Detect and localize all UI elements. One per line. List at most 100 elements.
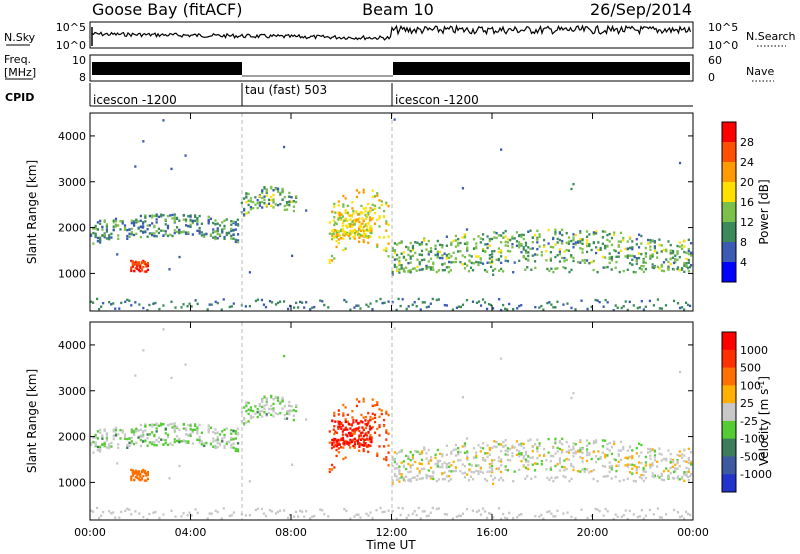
velocity-cell bbox=[393, 467, 396, 470]
velocity-cell bbox=[396, 467, 399, 470]
velocity-cell bbox=[509, 447, 512, 451]
velocity-cell bbox=[563, 459, 566, 462]
velocity-cell bbox=[520, 442, 523, 446]
velocity-cell bbox=[343, 507, 346, 511]
power-cell bbox=[570, 255, 573, 258]
power-cell bbox=[680, 267, 684, 270]
power-cell bbox=[418, 261, 421, 264]
power-cell bbox=[245, 192, 248, 195]
power-cell bbox=[656, 251, 659, 255]
velocity-cell bbox=[382, 457, 386, 461]
velocity-cell bbox=[393, 472, 396, 476]
velocity-cell bbox=[685, 466, 688, 470]
velocity-cell bbox=[678, 478, 681, 481]
power-cell bbox=[94, 224, 97, 228]
velocity-cell bbox=[248, 480, 251, 483]
power-cell bbox=[236, 233, 240, 236]
velocity-cell bbox=[221, 440, 224, 443]
power-ylabel: Slant Range [km] bbox=[25, 160, 39, 264]
power-cell bbox=[261, 206, 264, 209]
velocity-cell bbox=[132, 442, 136, 446]
velocity-cell bbox=[688, 513, 692, 517]
velocity-cell bbox=[368, 418, 372, 422]
velocity-cell bbox=[656, 465, 659, 468]
velocity-cell bbox=[489, 474, 493, 478]
power-cell bbox=[640, 268, 643, 271]
velocity-cell bbox=[689, 460, 693, 463]
power-cell bbox=[274, 187, 277, 191]
velocity-cell bbox=[669, 452, 672, 456]
power-cell bbox=[362, 225, 366, 229]
velocity-cell bbox=[565, 457, 568, 461]
power-cell bbox=[272, 198, 275, 201]
power-cell bbox=[369, 302, 372, 305]
power-cell bbox=[371, 208, 374, 212]
power-cell bbox=[662, 261, 666, 264]
velocity-cell bbox=[270, 407, 273, 411]
power-cell bbox=[490, 237, 494, 241]
velocity-cell bbox=[344, 406, 347, 409]
velocity-cell bbox=[579, 439, 582, 442]
velocity-cell bbox=[265, 397, 268, 400]
velocity-cell bbox=[364, 433, 367, 436]
power-cell bbox=[515, 231, 519, 234]
colorbar-tick-label: -100 bbox=[740, 433, 765, 446]
velocity-cell bbox=[137, 478, 140, 481]
velocity-cell bbox=[634, 480, 637, 483]
power-cell bbox=[175, 216, 179, 220]
velocity-cell bbox=[343, 441, 346, 444]
power-cell bbox=[536, 229, 539, 232]
velocity-cell bbox=[488, 446, 491, 450]
power-cell bbox=[483, 301, 487, 304]
power-cell bbox=[232, 302, 235, 305]
velocity-cell bbox=[527, 467, 530, 471]
velocity-cell bbox=[272, 407, 275, 410]
power-cell bbox=[198, 214, 201, 218]
velocity-cell bbox=[660, 478, 664, 481]
power-cell bbox=[500, 251, 503, 254]
velocity-cell bbox=[445, 465, 448, 468]
velocity-cell bbox=[459, 514, 463, 518]
velocity-cell bbox=[547, 437, 550, 441]
power-cell bbox=[332, 236, 335, 240]
velocity-cell bbox=[564, 475, 567, 479]
velocity-cell bbox=[402, 464, 406, 468]
velocity-cell bbox=[130, 476, 133, 480]
velocity-cell bbox=[346, 420, 349, 424]
power-cell bbox=[187, 224, 190, 228]
power-cell bbox=[626, 256, 629, 259]
velocity-cell bbox=[380, 409, 383, 412]
velocity-cell bbox=[561, 465, 564, 469]
velocity-cell bbox=[515, 453, 519, 456]
velocity-cell bbox=[311, 515, 314, 518]
velocity-cell bbox=[651, 448, 654, 451]
colorbar-swatch bbox=[722, 403, 736, 422]
velocity-cell bbox=[362, 438, 366, 441]
power-cell bbox=[497, 257, 500, 261]
velocity-cell bbox=[572, 455, 575, 458]
velocity-cell bbox=[492, 478, 495, 481]
power-cell bbox=[362, 191, 365, 194]
power-cell bbox=[194, 214, 197, 217]
velocity-cell bbox=[134, 470, 137, 473]
power-cell bbox=[110, 236, 113, 239]
velocity-cell bbox=[234, 449, 237, 453]
power-cell bbox=[561, 239, 564, 243]
velocity-cell bbox=[420, 462, 424, 466]
velocity-cell bbox=[260, 507, 264, 511]
velocity-cell bbox=[644, 464, 647, 467]
velocity-cell bbox=[604, 465, 607, 468]
power-cell bbox=[685, 257, 688, 261]
power-cell bbox=[463, 236, 467, 239]
velocity-cell bbox=[356, 427, 360, 430]
velocity-cell bbox=[500, 443, 503, 446]
velocity-cell bbox=[579, 449, 582, 452]
power-cell bbox=[196, 217, 199, 221]
power-cell bbox=[565, 241, 568, 245]
power-cell bbox=[477, 255, 480, 258]
power-cell bbox=[420, 253, 424, 257]
power-cell bbox=[427, 305, 430, 308]
velocity-cell bbox=[209, 442, 213, 445]
velocity-cell bbox=[207, 425, 210, 428]
power-cell bbox=[358, 220, 361, 224]
